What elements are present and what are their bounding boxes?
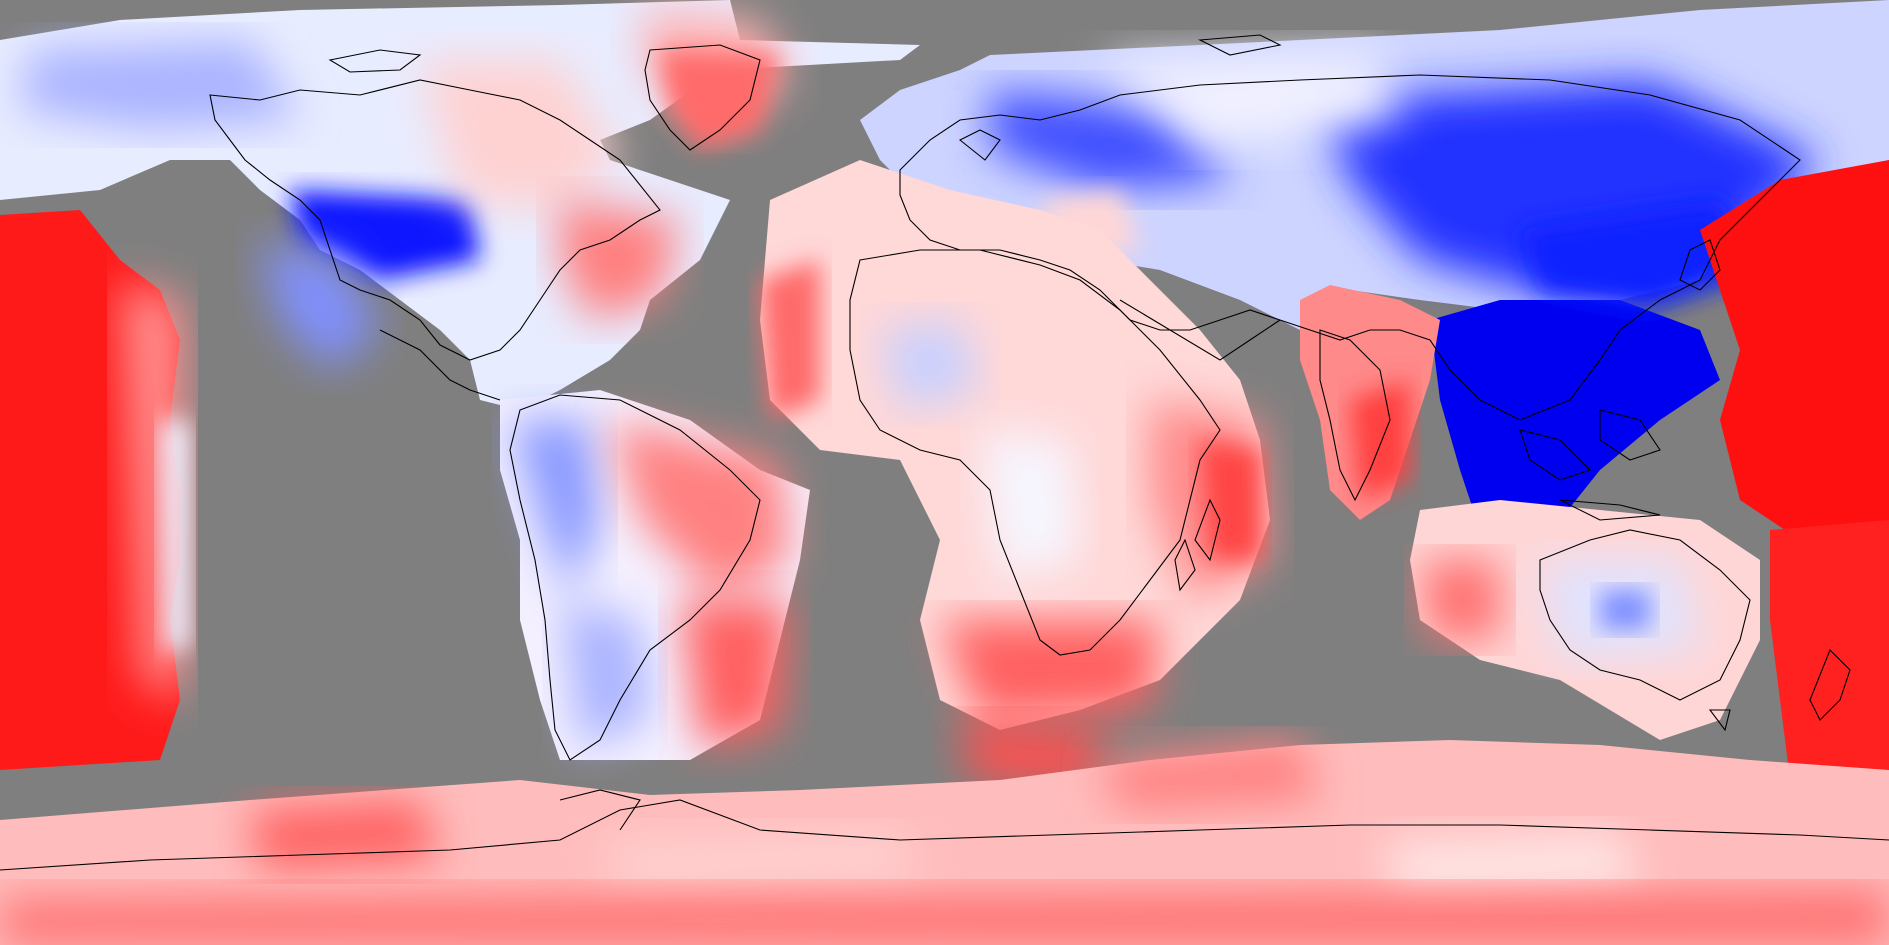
- coastline-greenland: [644, 44, 761, 151]
- region-north-pacific-west: [1700, 160, 1889, 540]
- coastlines: [0, 34, 1889, 871]
- coastline-india: [1319, 329, 1391, 502]
- coastline-eurasia: [899, 74, 1801, 421]
- coastline-africa: [849, 249, 1221, 656]
- coastline-south-america: [509, 394, 761, 761]
- coastline-north-america: [209, 79, 661, 361]
- region-southeast-asia: [1430, 300, 1720, 530]
- coastline-australia: [1539, 529, 1751, 701]
- coastline-antarctica: [0, 799, 1889, 871]
